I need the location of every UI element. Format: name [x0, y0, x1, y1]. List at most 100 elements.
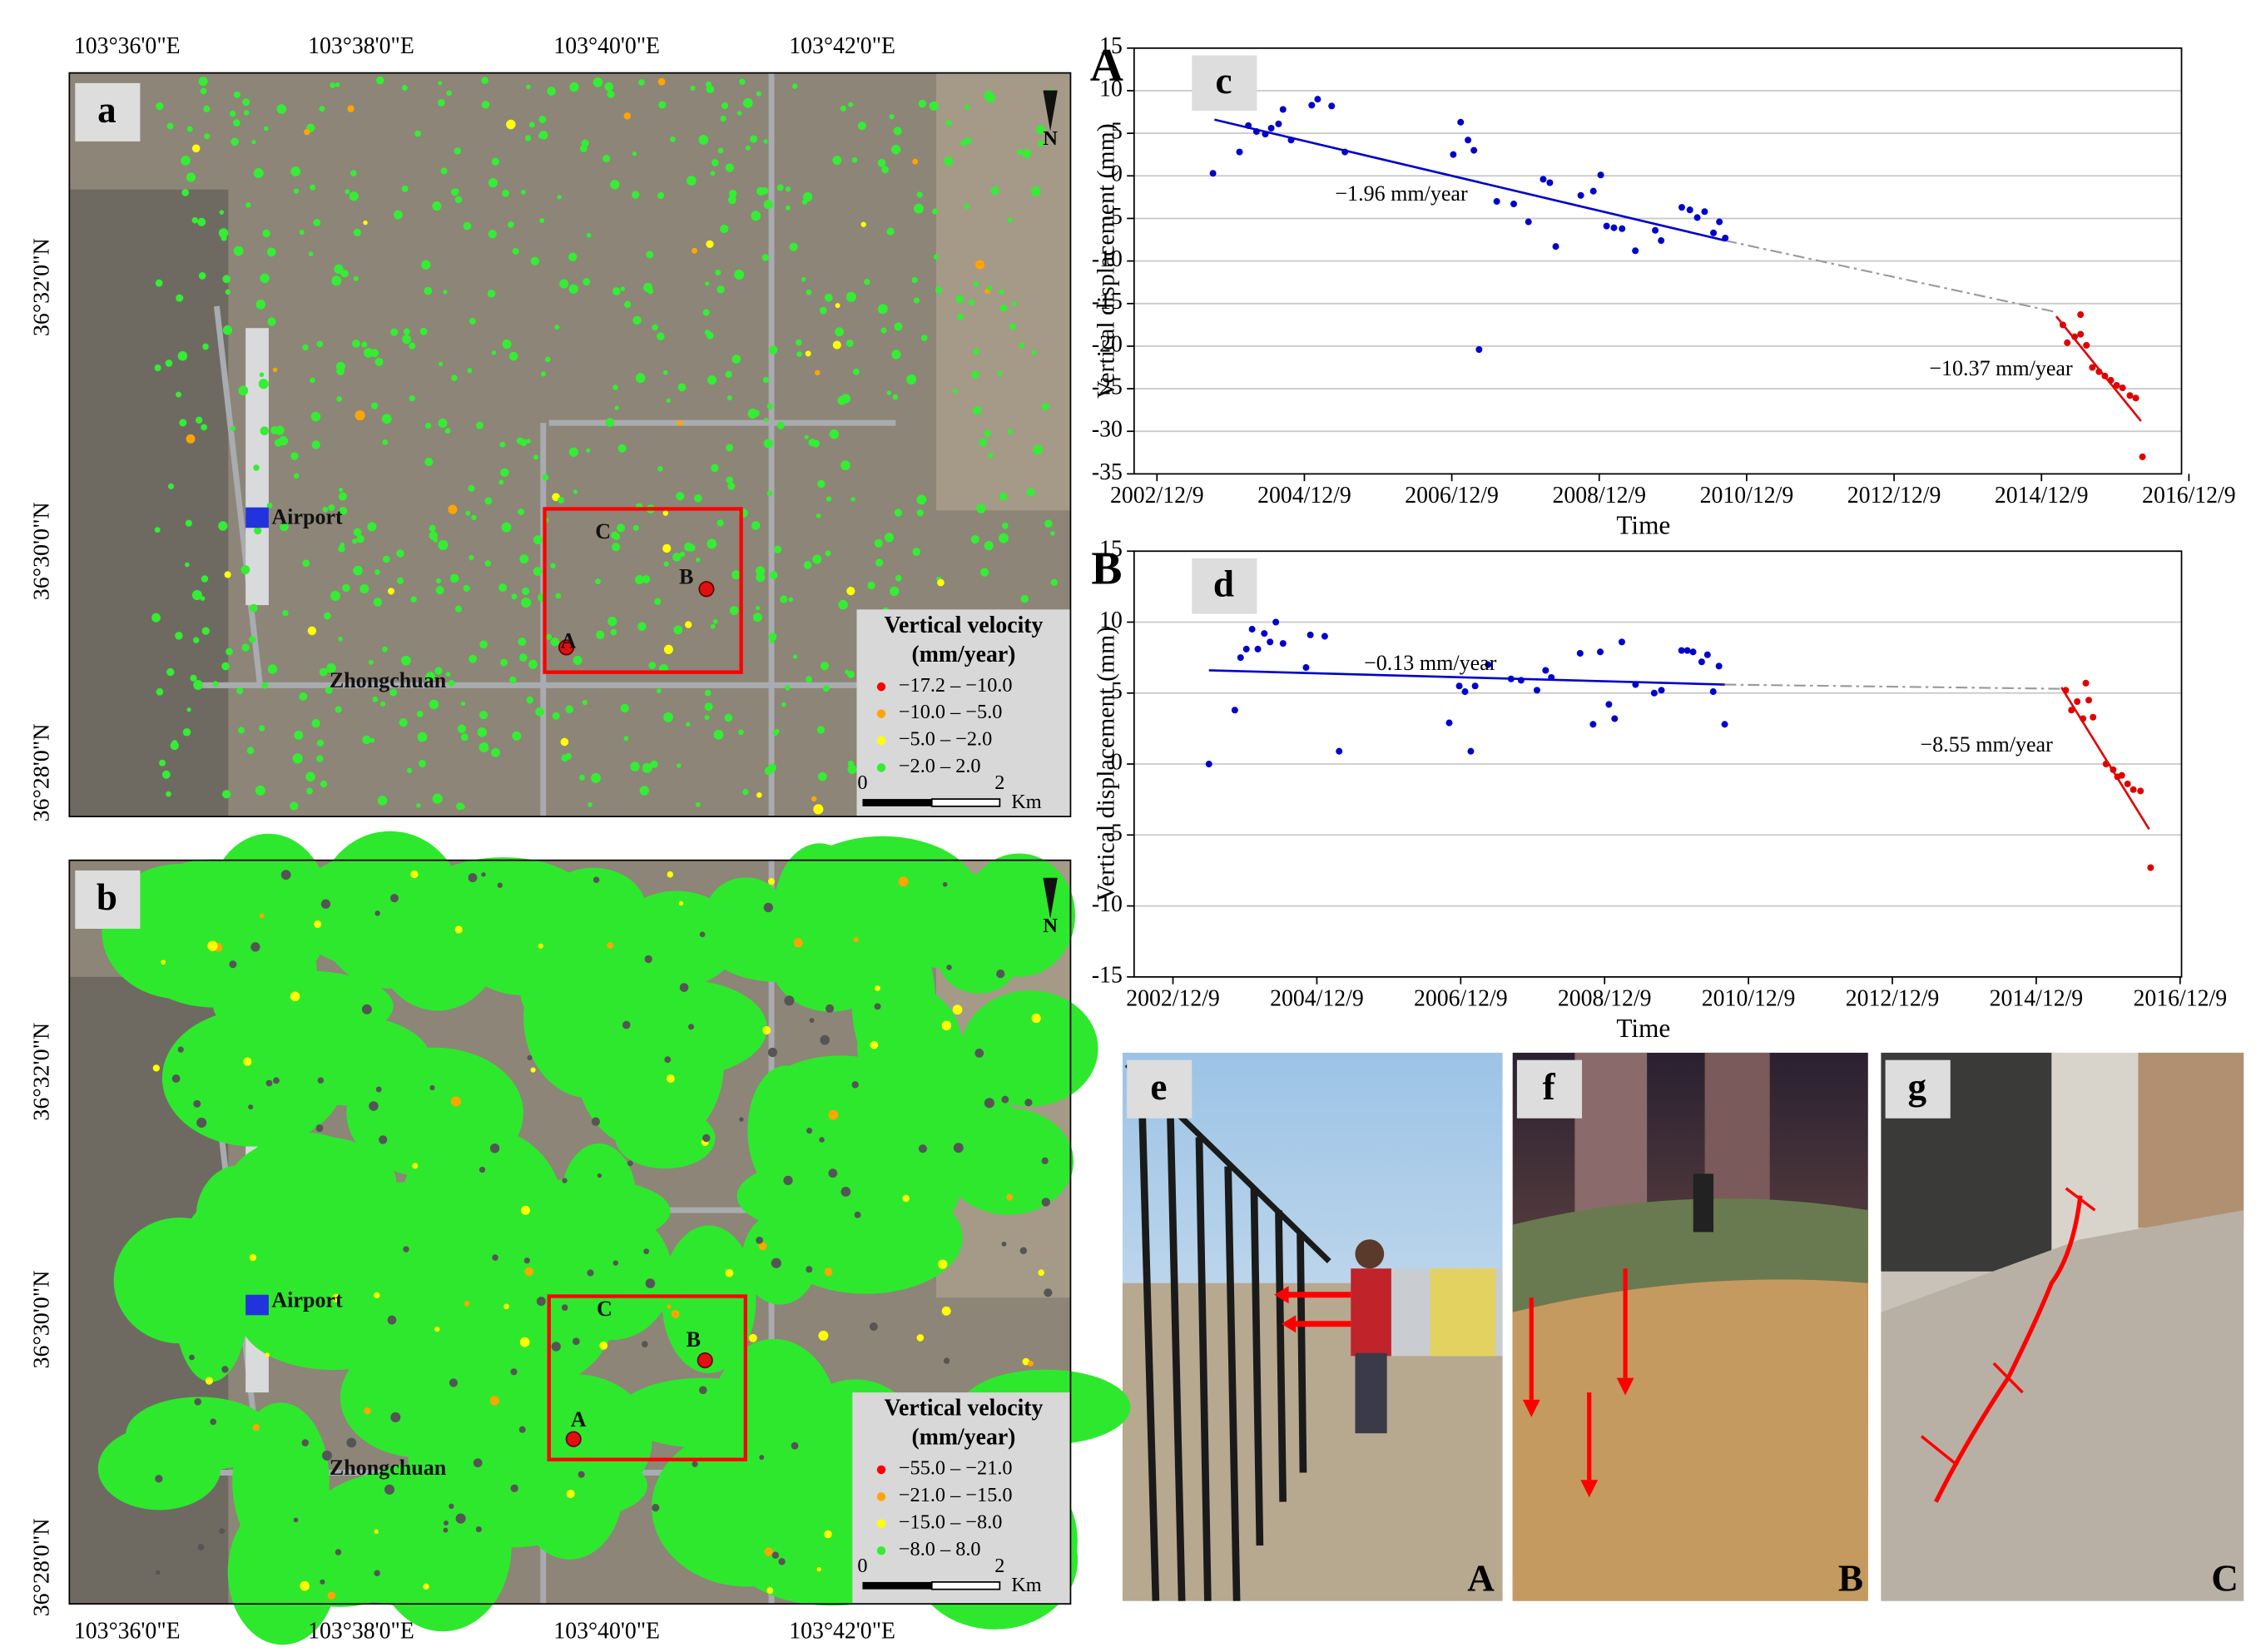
- map-frame: [68, 859, 1072, 1605]
- speckle: [302, 344, 309, 351]
- speckle: [759, 1455, 765, 1461]
- speckle: [579, 144, 588, 152]
- data-point: [1336, 747, 1343, 755]
- speckle: [679, 551, 686, 558]
- speckle: [414, 130, 421, 137]
- speckle: [894, 508, 902, 517]
- speckle: [667, 871, 674, 878]
- speckle: [198, 272, 206, 280]
- speckle: [197, 217, 206, 226]
- speckle: [763, 200, 773, 210]
- speckle: [572, 1337, 580, 1346]
- speckle: [290, 991, 300, 1002]
- speckle: [586, 448, 591, 453]
- site-marker: [698, 581, 715, 598]
- speckle: [384, 1484, 395, 1495]
- speckle: [918, 99, 927, 108]
- speckle: [1007, 217, 1013, 223]
- speckle: [756, 606, 761, 611]
- speckle: [783, 1175, 793, 1186]
- speckle: [663, 644, 673, 654]
- speckle: [196, 416, 203, 424]
- speckle: [771, 1258, 781, 1268]
- chart-c: -35 -30 -25 -20 -15 -10 -5 0 5 10 15 2002/12/9 2004/…: [1090, 33, 2236, 539]
- speckle: [750, 135, 758, 143]
- speckle: [643, 1248, 650, 1255]
- speckle: [756, 791, 762, 798]
- speckle: [734, 269, 745, 280]
- speckle: [226, 647, 233, 656]
- speckle: [369, 1101, 379, 1111]
- data-point: [2071, 333, 2079, 340]
- speckle: [224, 571, 231, 578]
- data-point: [1710, 229, 1718, 236]
- speckle: [828, 1109, 839, 1120]
- speckle: [579, 774, 585, 781]
- speckle: [320, 780, 328, 788]
- speckle: [311, 719, 320, 728]
- speckle: [498, 479, 504, 485]
- speckle: [302, 559, 310, 568]
- speckle: [547, 87, 556, 96]
- speckle: [702, 1134, 711, 1143]
- speckle: [587, 1269, 594, 1277]
- speckle: [805, 350, 811, 357]
- coverage: [963, 853, 1076, 977]
- speckle: [751, 521, 761, 530]
- speckle: [352, 339, 360, 348]
- speckle: [510, 1484, 518, 1493]
- speckle: [1019, 1247, 1028, 1255]
- speckle: [624, 300, 632, 308]
- speckle: [637, 622, 647, 632]
- speckle: [450, 1096, 461, 1107]
- speckle: [326, 662, 336, 673]
- speckle: [805, 676, 813, 683]
- speckle: [826, 1004, 835, 1013]
- legend-swatch: [876, 736, 886, 746]
- speckle: [781, 702, 786, 707]
- speckle: [1006, 1193, 1014, 1201]
- speckle: [477, 727, 488, 737]
- speckle: [819, 1137, 825, 1143]
- speckle: [424, 286, 433, 295]
- speckle: [847, 764, 857, 774]
- speckle: [785, 205, 791, 211]
- speckle: [623, 736, 629, 742]
- data-point: [1721, 721, 1728, 728]
- data-point: [1262, 131, 1269, 138]
- speckle: [635, 373, 646, 384]
- speckle: [829, 429, 840, 439]
- speckle: [943, 1357, 950, 1364]
- speckle: [171, 1074, 181, 1083]
- speckle: [349, 191, 359, 201]
- speckle: [984, 429, 991, 437]
- speckle: [974, 260, 985, 270]
- speckle: [330, 590, 340, 602]
- rate-annotation: −8.55 mm/year: [1920, 732, 2053, 757]
- speckle: [806, 1128, 813, 1134]
- speckle: [847, 760, 855, 767]
- speckle: [605, 418, 615, 427]
- place-label: Zhongchuan: [330, 668, 447, 692]
- speckle: [432, 201, 442, 211]
- north-arrow: [1043, 877, 1058, 919]
- speckle: [764, 766, 773, 776]
- panel-label: a: [97, 89, 117, 131]
- speckle: [218, 521, 228, 531]
- speckle: [766, 403, 774, 409]
- speckle: [756, 573, 766, 583]
- speckle: [638, 79, 645, 86]
- speckle: [489, 1396, 499, 1406]
- y-tick-label: -25: [1092, 374, 1123, 399]
- speckle: [190, 674, 197, 682]
- speckle: [639, 786, 649, 796]
- data-point: [2119, 384, 2126, 392]
- speckle: [502, 189, 509, 197]
- speckle: [402, 335, 411, 345]
- data-point: [1471, 682, 1479, 690]
- data-point: [1546, 179, 1554, 186]
- speckle: [200, 87, 207, 95]
- speckle: [590, 772, 601, 783]
- speckle: [438, 418, 448, 429]
- data-point: [1701, 208, 1708, 216]
